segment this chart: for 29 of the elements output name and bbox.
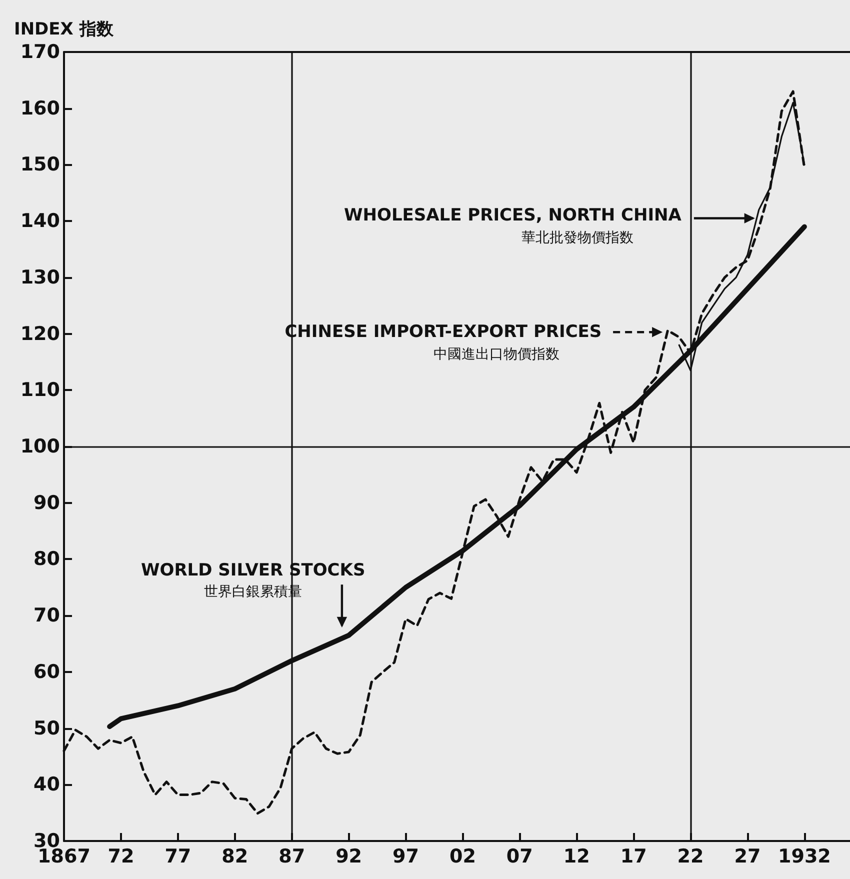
y-tick-label: 90 <box>34 492 60 514</box>
y-tick-label: 70 <box>34 604 60 627</box>
x-tick-label: 82 <box>222 846 248 868</box>
y-tick-label: 120 <box>20 322 60 345</box>
y-tick-label: 140 <box>20 210 60 232</box>
x-tick-label: 27 <box>734 846 761 868</box>
x-tick-label: 17 <box>620 846 647 868</box>
x-tick-label: 92 <box>336 846 362 868</box>
legend-label: WHOLESALE PRICES, NORTH CHINA 華北批發物價指数 <box>344 205 682 246</box>
x-tick-label: 72 <box>108 846 134 868</box>
x-tick-label: 1932 <box>778 846 831 868</box>
y-tick-label: 170 <box>20 41 60 63</box>
y-tick-label: 80 <box>34 548 60 570</box>
y-axis-title: INDEX 指数 <box>14 20 114 40</box>
y-tick-label: 60 <box>34 660 60 683</box>
y-tick-label: 130 <box>20 266 60 288</box>
x-tick-label: 02 <box>449 846 476 868</box>
y-tick-label: 150 <box>20 154 60 176</box>
x-tick-label: 12 <box>563 846 590 868</box>
x-tick-label: 22 <box>677 846 704 868</box>
y-tick-label: 100 <box>20 436 60 458</box>
y-tick-label: 160 <box>20 97 60 120</box>
x-tick-label: 07 <box>506 846 533 868</box>
y-tick-label: 50 <box>34 717 60 740</box>
y-tick-label: 40 <box>34 774 60 796</box>
x-tick-label: 87 <box>278 846 306 868</box>
x-tick-label: 77 <box>164 846 192 868</box>
y-tick-label: 110 <box>20 379 60 402</box>
x-tick-label: 97 <box>392 846 419 868</box>
